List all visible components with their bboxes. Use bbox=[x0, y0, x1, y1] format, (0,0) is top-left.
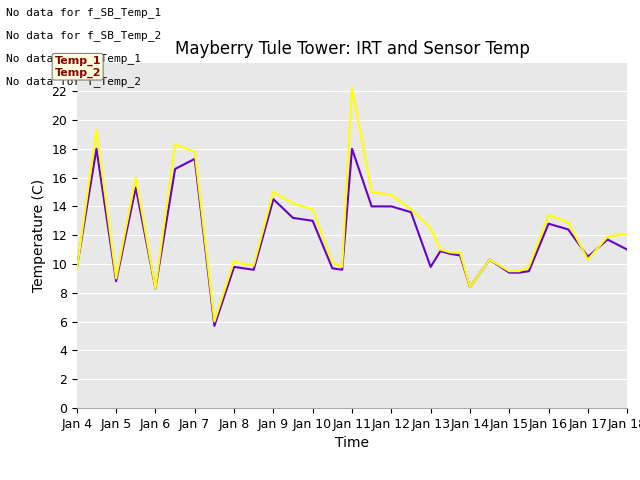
PanelT bbox=[407, 206, 415, 212]
AM25T bbox=[564, 227, 572, 232]
PanelT bbox=[152, 286, 159, 291]
PanelT bbox=[172, 142, 179, 147]
AM25T bbox=[486, 257, 493, 263]
AM25T bbox=[240, 265, 248, 271]
PanelT bbox=[211, 319, 218, 324]
PanelT bbox=[93, 127, 100, 133]
AM25T bbox=[427, 264, 435, 270]
AM25T bbox=[152, 286, 159, 291]
AM25T bbox=[545, 221, 552, 227]
AM25T bbox=[112, 278, 120, 284]
Text: No data for f_Temp_1: No data for f_Temp_1 bbox=[6, 53, 141, 64]
AM25T bbox=[623, 247, 631, 252]
Title: Mayberry Tule Tower: IRT and Sensor Temp: Mayberry Tule Tower: IRT and Sensor Temp bbox=[175, 40, 529, 58]
PanelT bbox=[466, 284, 474, 290]
PanelT bbox=[191, 149, 198, 155]
PanelT bbox=[230, 258, 238, 264]
AM25T bbox=[191, 156, 198, 162]
AM25T bbox=[506, 270, 513, 276]
AM25T bbox=[230, 264, 238, 270]
AM25T bbox=[525, 268, 532, 274]
AM25T bbox=[604, 237, 611, 242]
AM25T bbox=[289, 215, 297, 221]
AM25T bbox=[328, 265, 336, 271]
AM25T bbox=[93, 146, 100, 152]
AM25T bbox=[447, 251, 454, 257]
X-axis label: Time: Time bbox=[335, 436, 369, 450]
PanelT bbox=[584, 257, 592, 263]
AM25T bbox=[339, 267, 346, 273]
AM25T bbox=[436, 248, 444, 254]
PanelT bbox=[515, 268, 523, 274]
AM25T bbox=[407, 209, 415, 215]
AM25T bbox=[348, 146, 356, 152]
PanelT bbox=[289, 201, 297, 206]
Text: No data for f_SB_Temp_1: No data for f_SB_Temp_1 bbox=[6, 7, 162, 18]
AM25T bbox=[387, 204, 395, 209]
PanelT bbox=[132, 175, 140, 180]
AM25T bbox=[515, 270, 523, 276]
Text: No data for f_SB_Temp_2: No data for f_SB_Temp_2 bbox=[6, 30, 162, 41]
PanelT bbox=[309, 206, 317, 212]
PanelT bbox=[525, 264, 532, 270]
AM25T bbox=[584, 254, 592, 260]
PanelT bbox=[250, 263, 257, 268]
PanelT bbox=[328, 260, 336, 265]
PanelT bbox=[427, 225, 435, 231]
AM25T bbox=[368, 204, 376, 209]
PanelT bbox=[486, 257, 493, 263]
AM25T bbox=[269, 196, 277, 202]
AM25T bbox=[309, 218, 317, 224]
AM25T bbox=[456, 252, 464, 258]
PanelT bbox=[456, 250, 464, 255]
PanelT bbox=[348, 85, 356, 91]
PanelT bbox=[545, 212, 552, 218]
AM25T bbox=[172, 166, 179, 172]
AM25T bbox=[250, 267, 257, 273]
Line: AM25T: AM25T bbox=[77, 149, 627, 326]
PanelT bbox=[112, 276, 120, 281]
PanelT bbox=[339, 264, 346, 270]
Text: No data for f_Temp_2: No data for f_Temp_2 bbox=[6, 76, 141, 87]
Y-axis label: Temperature (C): Temperature (C) bbox=[31, 179, 45, 292]
PanelT bbox=[564, 219, 572, 225]
PanelT bbox=[73, 267, 81, 273]
Legend: AM25T, PanelT: AM25T, PanelT bbox=[243, 477, 461, 480]
AM25T bbox=[73, 265, 81, 271]
AM25T bbox=[132, 185, 140, 191]
Line: PanelT: PanelT bbox=[77, 88, 627, 322]
PanelT bbox=[387, 192, 395, 198]
PanelT bbox=[436, 247, 444, 252]
AM25T bbox=[211, 323, 218, 329]
PanelT bbox=[447, 250, 454, 255]
Text: Temp_1
Temp_2: Temp_1 Temp_2 bbox=[54, 56, 101, 78]
PanelT bbox=[506, 268, 513, 274]
PanelT bbox=[604, 234, 611, 240]
PanelT bbox=[269, 189, 277, 195]
PanelT bbox=[240, 261, 248, 267]
PanelT bbox=[368, 189, 376, 195]
PanelT bbox=[623, 231, 631, 237]
AM25T bbox=[466, 284, 474, 290]
